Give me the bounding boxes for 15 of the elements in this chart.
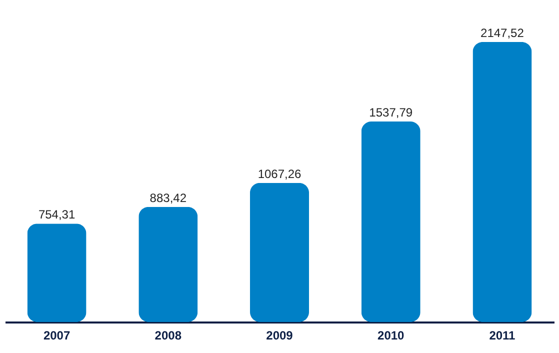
data-label: 1067,26 xyxy=(258,166,302,181)
bar xyxy=(472,42,532,322)
x-tick-label: 2011 xyxy=(489,328,516,342)
bar xyxy=(138,206,198,322)
bar xyxy=(250,182,310,322)
x-tick-label: 2010 xyxy=(378,328,405,342)
data-label: 754,31 xyxy=(38,208,76,222)
data-label: 2147,52 xyxy=(480,26,524,40)
x-tick-label: 2008 xyxy=(154,328,182,342)
data-label: 883,42 xyxy=(150,190,187,205)
data-label: 1537,79 xyxy=(369,106,413,120)
bar xyxy=(361,122,420,322)
x-tick-label: 2009 xyxy=(266,328,294,342)
x-tick-label: 2007 xyxy=(43,328,70,342)
bar xyxy=(27,224,86,322)
